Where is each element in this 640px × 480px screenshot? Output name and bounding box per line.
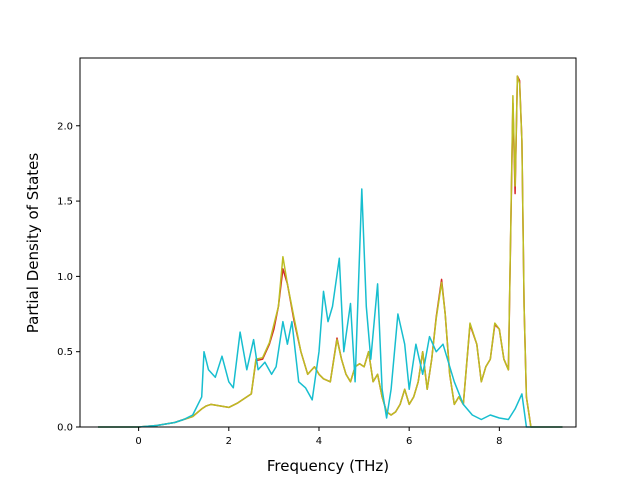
y-tick-label: 1.5: [57, 197, 73, 208]
x-tick-label: 4: [316, 436, 322, 447]
series-line-2: [98, 188, 563, 428]
x-tick-label: 8: [496, 436, 502, 447]
series-line-1: [98, 75, 563, 428]
x-tick-label: 0: [135, 436, 141, 447]
x-axis-label: Frequency (THz): [267, 457, 389, 475]
x-tick-label: 6: [406, 436, 412, 447]
series-line-0: [98, 75, 563, 428]
y-tick-label: 0.5: [57, 347, 73, 358]
y-tick-label: 0.0: [57, 423, 73, 434]
x-axis-ticks: 0 2 4 6 8: [135, 427, 503, 447]
y-tick-label: 2.0: [57, 121, 73, 132]
y-tick-label: 1.0: [57, 272, 73, 283]
y-axis-label: Partial Density of States: [24, 153, 42, 334]
x-tick-label: 2: [226, 436, 232, 447]
plot-frame: [79, 57, 577, 428]
y-axis-ticks: 0.0 0.5 1.0 1.5 2.0: [57, 121, 80, 434]
series-lines: [98, 75, 563, 428]
